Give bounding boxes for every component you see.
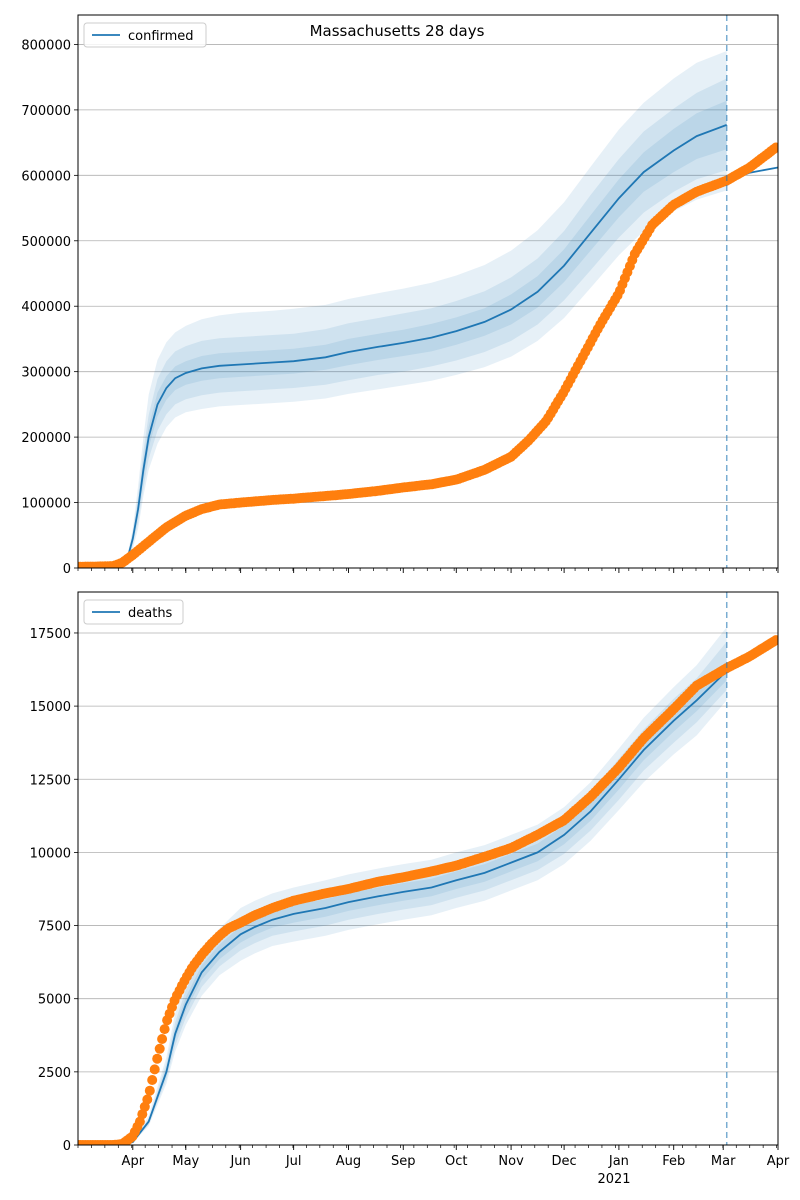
y-tick-label: 500000 [21, 235, 71, 250]
observed-point [147, 1075, 157, 1085]
x-year-label: 2021 [597, 1172, 630, 1187]
y-tick-label: 400000 [21, 300, 71, 315]
x-axis: Apr May Jun Jul Aug Sep Oct Nov Dec Jan Feb Mar Apr [122, 1154, 790, 1169]
y-tick-label: 100000 [21, 497, 71, 512]
y-tick-label: 17500 [30, 627, 71, 642]
legend: confirmed [84, 23, 206, 47]
y-tick-label: 300000 [21, 366, 71, 381]
y-tick-label: 10000 [30, 846, 71, 861]
y-tick-label: 700000 [21, 104, 71, 119]
y-tick-label: 600000 [21, 169, 71, 184]
x-tick-label: Apr [767, 1154, 790, 1169]
legend-label: deaths [128, 606, 173, 621]
x-tick-label: Feb [662, 1154, 685, 1169]
figure: Massachusetts 28 days 010000020000030000… [0, 0, 800, 1200]
observed-point [145, 1086, 155, 1096]
x-tick-label: Oct [445, 1154, 467, 1169]
x-tick-label: Mar [711, 1154, 736, 1169]
observed-point [142, 1095, 152, 1105]
y-tick-label: 800000 [21, 38, 71, 53]
y-tick-label: 7500 [38, 920, 71, 935]
plot-area [73, 51, 781, 572]
observed-point [150, 1064, 160, 1074]
figure-title: Massachusetts 28 days [310, 22, 485, 40]
y-tick-label: 5000 [38, 993, 71, 1008]
y-tick-label: 2500 [38, 1066, 71, 1081]
x-tick-label: Aug [336, 1154, 361, 1169]
x-tick-label: Nov [498, 1154, 524, 1169]
y-tick-label: 200000 [21, 431, 71, 446]
observed-point [771, 143, 781, 153]
x-tick-label: Sep [391, 1154, 416, 1169]
x-tick-label: Jul [285, 1154, 302, 1169]
confirmed-panel: 0 100000 200000 300000 400000 500000 600000 700… [21, 15, 781, 577]
observed-point [160, 1024, 170, 1034]
legend: deaths [84, 600, 183, 624]
x-tick-label: Dec [552, 1154, 577, 1169]
observed-point [771, 635, 781, 645]
y-tick-label: 12500 [30, 773, 71, 788]
x-tick-label: May [172, 1154, 199, 1169]
x-tick-label: Apr [122, 1154, 145, 1169]
x-tick-label: Jun [229, 1154, 250, 1169]
x-tick-label: Jan [608, 1154, 629, 1169]
observed-point [157, 1034, 167, 1044]
y-tick-label: 0 [63, 562, 71, 577]
legend-label: confirmed [128, 29, 194, 44]
uncertainty-band-middle [78, 79, 727, 569]
deaths-panel: 0 2500 5000 7500 10000 12500 15000 17500 deaths [30, 592, 781, 1154]
y-tick-label: 0 [63, 1139, 71, 1154]
observed-point [155, 1044, 165, 1054]
observed-point [152, 1054, 162, 1064]
y-tick-label: 15000 [30, 700, 71, 715]
